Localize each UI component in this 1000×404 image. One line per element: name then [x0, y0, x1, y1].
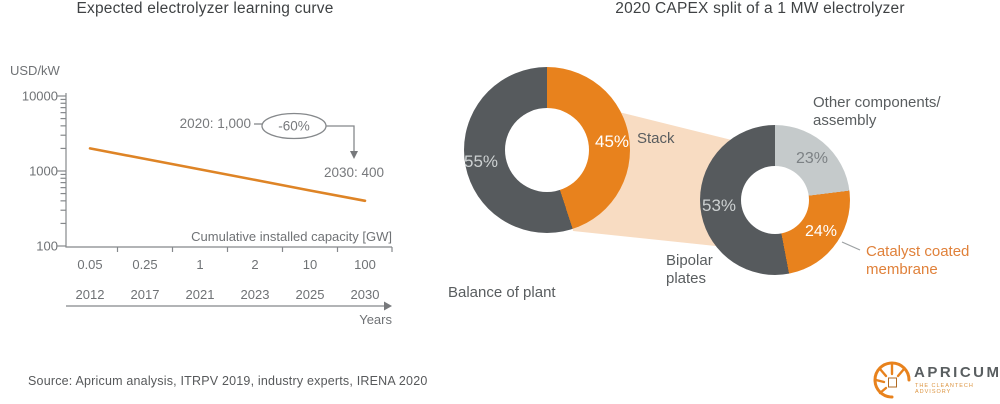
tick-label: 0.05	[77, 257, 102, 272]
apricum-logo: APRICUM THE CLEANTECH ADVISORY	[870, 354, 999, 400]
pct-balance-of-plant: 55%	[463, 152, 499, 171]
donut-hole	[505, 108, 589, 192]
tick-label: 2017	[131, 287, 160, 302]
other-components-label: Other components/ assembly	[813, 94, 941, 129]
tick-label: 2	[251, 257, 258, 272]
tick-label: 10	[303, 257, 317, 272]
apricum-tagline: THE CLEANTECH ADVISORY	[915, 383, 974, 395]
tick-label: 2012	[76, 287, 105, 302]
annotation-2030: 2030: 400	[324, 165, 384, 180]
capex-donut-chart	[464, 67, 630, 233]
catalyst-leader-line	[841, 241, 861, 251]
right-chart-title: 2020 CAPEX split of a 1 MW electrolyzer	[615, 0, 905, 17]
stack-label: Stack	[637, 130, 675, 147]
tick-label: 100	[36, 239, 58, 254]
source-note: Source: Apricum analysis, ITRPV 2019, in…	[28, 374, 428, 388]
years-label: Years	[359, 312, 392, 327]
tick-label: 100	[354, 257, 376, 272]
apricum-logo-icon	[873, 361, 911, 399]
pct-stack: 45%	[594, 132, 630, 151]
donut-hole	[741, 166, 809, 234]
left-chart-title: Expected electrolyzer learning curve	[76, 0, 334, 17]
pct-other-components: 23%	[795, 150, 829, 167]
tick-label: 2023	[241, 287, 270, 302]
x-axis-ticks: 0.05 0.25 1 2 10 100 2012 2017 2021 2023 2025 2030	[76, 247, 393, 302]
learning-curve-line	[88, 147, 367, 203]
tick-label: 1000	[29, 164, 58, 179]
tick-label: 2025	[296, 287, 325, 302]
stack-split-donut-chart	[700, 125, 850, 275]
x-axis-label: Cumulative installed capacity [GW]	[191, 229, 392, 244]
y-axis-label: USD/kW	[10, 63, 61, 78]
tick-label: 0.25	[132, 257, 157, 272]
pct-catalyst-membrane: 24%	[804, 223, 838, 240]
annotation-arrowhead-icon	[350, 151, 358, 159]
tick-label: 10000	[22, 89, 58, 104]
bipolar-plates-label: Bipolar plates	[666, 252, 713, 287]
annotation-change: -60%	[278, 119, 310, 134]
years-arrowhead-icon	[384, 301, 392, 311]
learning-curve-chart: USD/kW 10000 1000 100 0.05 0.25 1 2 10 100 2012 2…	[10, 63, 393, 327]
axes-lines	[65, 93, 392, 248]
tick-label: 2030	[351, 287, 380, 302]
annotation-connector-right	[326, 125, 355, 151]
apricum-wordmark: APRICUM	[914, 364, 1000, 381]
tick-label: 1	[196, 257, 203, 272]
catalyst-membrane-label: Catalyst coated membrane	[866, 243, 970, 278]
tick-label: 2021	[186, 287, 215, 302]
annotation-2020: 2020: 1,000	[180, 116, 251, 131]
balance-of-plant-label: Balance of plant	[448, 284, 556, 301]
pct-bipolar-plates: 53%	[701, 196, 737, 215]
y-axis-ticks: 10000 1000 100	[22, 89, 66, 254]
